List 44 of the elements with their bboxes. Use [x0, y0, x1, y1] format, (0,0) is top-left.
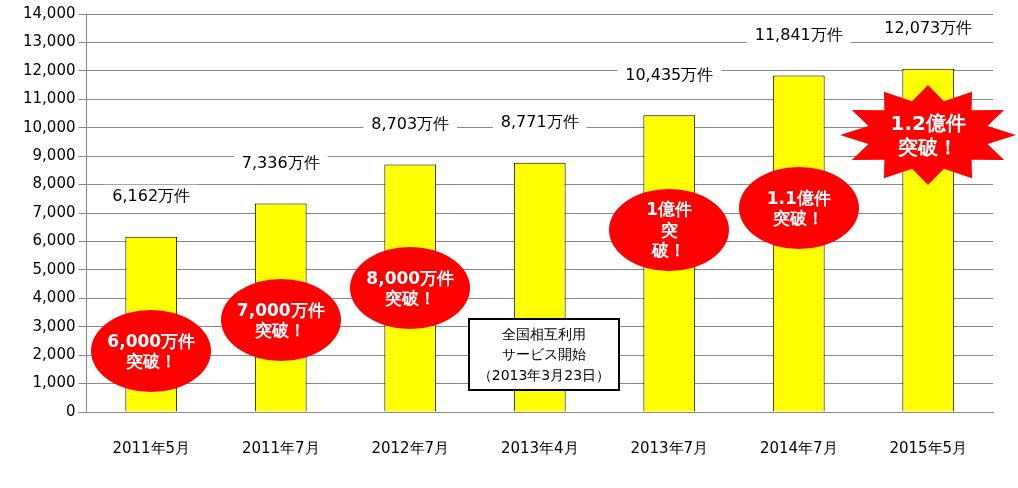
ellipse-badge: 1億件突破！ — [609, 189, 730, 271]
data-label: 12,073万件 — [884, 17, 973, 37]
y-tick-label: 1,000 — [32, 373, 76, 392]
y-tick-label: 9,000 — [32, 146, 76, 165]
x-tick-label: 2011年7月 — [241, 438, 320, 457]
data-label: 6,162万件 — [112, 185, 191, 205]
y-tick-label: 4,000 — [32, 288, 76, 307]
annotation: 全国相互利用サービス開始 — [500, 325, 587, 365]
x-tick-label: 2013年7月 — [630, 438, 709, 457]
ellipse-badge: 8,000万件突破！ — [350, 247, 471, 329]
ellipse-badge: 6,000万件突破！ — [91, 310, 212, 392]
x-tick-label: 2014年7月 — [759, 438, 838, 457]
y-tick-label: 5,000 — [32, 259, 76, 278]
y-tick-label: 14,000 — [22, 3, 76, 22]
annotation: 1億件突破！ — [645, 199, 694, 261]
y-tick-label: 12,000 — [22, 60, 76, 79]
data-label: 11,841万件 — [754, 24, 843, 44]
annotation: 1.1億件突破！ — [765, 187, 832, 229]
y-tick-label: 13,000 — [22, 32, 76, 51]
y-tick-label: 0 — [65, 401, 76, 420]
annotation: 7,000万件突破！ — [235, 299, 326, 341]
starburst-badge: 1.2億件突破！ — [840, 85, 1017, 185]
data-label: 8,703万件 — [371, 113, 450, 133]
y-tick-label: 10,000 — [22, 117, 76, 136]
y-tick-label: 7,000 — [32, 202, 76, 221]
ellipse-badge: 1.1億件突破！ — [738, 167, 859, 249]
data-label: 10,435万件 — [625, 64, 714, 84]
x-tick-label: 2012年7月 — [371, 438, 450, 457]
y-tick-label: 2,000 — [32, 345, 76, 364]
x-tick-label: 2011年5月 — [112, 438, 191, 457]
x-tick-label: 2013年4月 — [500, 438, 579, 457]
data-label: 8,771万件 — [500, 111, 579, 131]
y-tick-label: 6,000 — [32, 231, 76, 250]
annotation: 1.2億件突破！ — [889, 111, 967, 159]
ellipse-badge: 7,000万件突破！ — [220, 279, 341, 361]
y-tick-label: 3,000 — [32, 316, 76, 335]
x-tick-label: 2015年5月 — [889, 438, 968, 457]
annotation: 8,000万件突破！ — [365, 267, 456, 309]
annotation: （2013年3月23日） — [477, 365, 611, 385]
note-box: 全国相互利用サービス開始 （2013年3月23日） — [467, 318, 621, 391]
data-label: 7,336万件 — [241, 152, 320, 172]
annotation: 6,000万件突破！ — [106, 330, 197, 372]
y-tick-label: 11,000 — [22, 89, 76, 108]
y-tick-label: 8,000 — [32, 174, 76, 193]
